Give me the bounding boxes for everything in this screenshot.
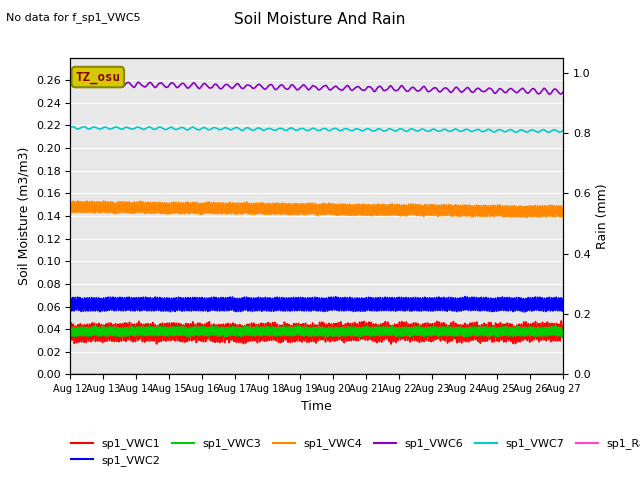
sp1_VWC7 [67, 124, 74, 130]
sp1_Rain [559, 372, 567, 377]
sp1_VWC3 [348, 333, 355, 339]
sp1_VWC4 [295, 206, 303, 212]
sp1_VWC4 [348, 213, 355, 218]
sp1_Rain [347, 372, 355, 377]
sp1_VWC6 [276, 83, 284, 89]
sp1_VWC2 [125, 303, 132, 309]
sp1_VWC7 [105, 126, 113, 132]
Text: TZ_osu: TZ_osu [76, 71, 120, 84]
Line: sp1_VWC3: sp1_VWC3 [70, 326, 563, 337]
sp1_VWC7 [125, 125, 132, 131]
sp1_VWC2 [67, 296, 74, 301]
sp1_VWC4 [559, 205, 567, 211]
sp1_VWC1 [276, 324, 284, 330]
sp1_VWC7 [276, 125, 284, 131]
sp1_VWC6 [286, 84, 294, 89]
sp1_VWC4 [105, 205, 113, 211]
Line: sp1_VWC6: sp1_VWC6 [70, 81, 563, 94]
sp1_VWC3 [559, 328, 567, 334]
Line: sp1_VWC2: sp1_VWC2 [70, 297, 563, 312]
sp1_Rain [125, 372, 132, 377]
sp1_VWC1 [387, 341, 395, 347]
sp1_VWC6 [125, 80, 132, 85]
sp1_VWC1 [557, 318, 565, 324]
sp1_VWC3 [286, 331, 294, 337]
sp1_VWC6 [559, 89, 567, 95]
Text: No data for f_sp1_VWC5: No data for f_sp1_VWC5 [6, 12, 141, 23]
sp1_VWC2 [105, 297, 113, 303]
sp1_VWC7 [545, 130, 552, 135]
sp1_VWC1 [294, 321, 302, 326]
Legend: sp1_VWC1, sp1_VWC2, sp1_VWC3, sp1_VWC4, sp1_VWC6, sp1_VWC7, sp1_Rain: sp1_VWC1, sp1_VWC2, sp1_VWC3, sp1_VWC4, … [66, 434, 640, 470]
sp1_VWC4 [286, 212, 294, 218]
sp1_VWC4 [125, 202, 132, 208]
Y-axis label: Soil Moisture (m3/m3): Soil Moisture (m3/m3) [17, 147, 30, 285]
sp1_VWC1 [105, 320, 113, 326]
sp1_VWC3 [105, 324, 113, 330]
Y-axis label: Rain (mm): Rain (mm) [596, 183, 609, 249]
sp1_VWC6 [105, 82, 113, 87]
sp1_VWC6 [80, 78, 88, 84]
sp1_VWC2 [559, 296, 567, 301]
Line: sp1_VWC4: sp1_VWC4 [70, 201, 563, 217]
sp1_VWC3 [67, 328, 74, 334]
sp1_VWC4 [74, 198, 81, 204]
sp1_VWC1 [347, 332, 355, 338]
sp1_VWC3 [208, 323, 216, 329]
sp1_VWC1 [125, 336, 132, 341]
sp1_VWC2 [276, 295, 284, 300]
sp1_Rain [294, 372, 302, 377]
sp1_VWC2 [461, 294, 468, 300]
sp1_Rain [105, 372, 113, 377]
sp1_VWC6 [295, 86, 303, 92]
sp1_VWC7 [559, 128, 567, 133]
sp1_Rain [67, 372, 74, 377]
Line: sp1_VWC7: sp1_VWC7 [70, 127, 563, 132]
sp1_VWC1 [559, 323, 567, 329]
sp1_Rain [276, 372, 284, 377]
sp1_VWC7 [80, 124, 88, 130]
sp1_VWC1 [286, 330, 294, 336]
sp1_VWC6 [67, 82, 74, 87]
sp1_VWC1 [67, 325, 74, 331]
Text: Soil Moisture And Rain: Soil Moisture And Rain [234, 12, 406, 27]
sp1_VWC3 [276, 324, 284, 330]
sp1_VWC4 [67, 201, 74, 207]
Line: sp1_VWC1: sp1_VWC1 [70, 321, 563, 344]
sp1_VWC4 [523, 215, 531, 220]
sp1_VWC7 [286, 125, 294, 131]
sp1_VWC3 [322, 334, 330, 340]
sp1_VWC2 [521, 309, 529, 315]
sp1_VWC7 [348, 128, 355, 133]
sp1_VWC2 [347, 307, 355, 312]
sp1_VWC3 [295, 325, 303, 331]
sp1_VWC6 [348, 87, 355, 93]
sp1_VWC6 [546, 91, 554, 97]
sp1_VWC3 [125, 333, 132, 338]
sp1_VWC4 [276, 202, 284, 208]
X-axis label: Time: Time [301, 400, 332, 413]
sp1_VWC2 [286, 305, 294, 311]
sp1_VWC7 [295, 127, 303, 132]
sp1_VWC2 [294, 297, 302, 302]
sp1_Rain [286, 372, 294, 377]
